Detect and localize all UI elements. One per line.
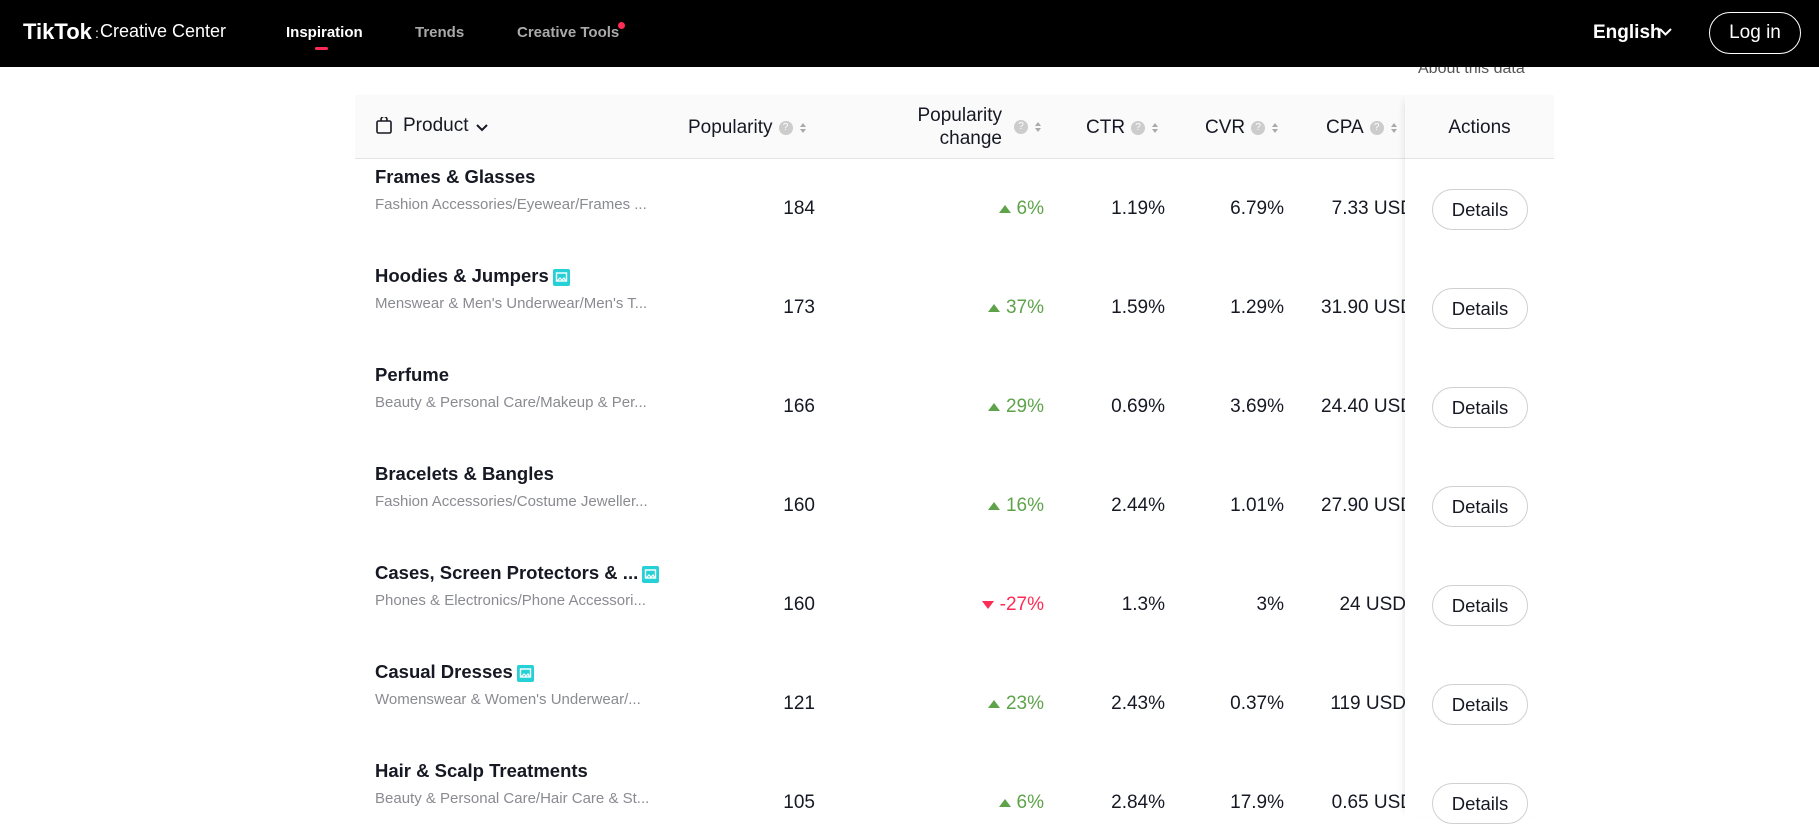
product-category: Womenswear & Women's Underwear/... <box>375 691 641 708</box>
cpa: 24 USD <box>1339 594 1406 615</box>
language[interactable]: English <box>1593 22 1662 43</box>
col-popularity-change[interactable]: Popularity change <box>917 105 1003 149</box>
details-button[interactable]: Details <box>1432 783 1528 824</box>
details-button[interactable]: Details <box>1432 288 1528 329</box>
nav-trends[interactable]: Trends <box>415 24 465 41</box>
details-button[interactable]: Details <box>1432 585 1528 626</box>
popularity: 105 <box>783 792 815 813</box>
ctr: 1.19% <box>1111 198 1165 219</box>
cvr: 3% <box>1256 594 1284 615</box>
popularity: 121 <box>783 693 815 714</box>
ctr: 2.44% <box>1111 495 1165 516</box>
popularity: 160 <box>783 495 815 516</box>
ctr: 0.69% <box>1111 396 1165 417</box>
col-ctr[interactable]: CTR? <box>1086 117 1159 139</box>
popularity: 184 <box>783 198 815 219</box>
ctr: 1.59% <box>1111 297 1165 318</box>
product-name[interactable]: Frames & Glasses <box>375 166 536 187</box>
ctr: 2.84% <box>1111 792 1165 813</box>
col-popularity[interactable]: Popularity? <box>688 117 807 139</box>
logo-sub[interactable]: Creative Center <box>100 21 227 41</box>
popularity-change: 29% <box>915 396 1044 418</box>
popularity-change: 23% <box>915 693 1044 715</box>
col-actions: Actions <box>1448 117 1511 138</box>
cvr: 0.37% <box>1230 693 1284 714</box>
details-button[interactable]: Details <box>1432 486 1528 527</box>
product-icon <box>376 115 392 139</box>
table-body: Frames & Glasses Fashion Accessories/Eyew… <box>355 159 1554 817</box>
cvr: 6.79% <box>1230 198 1284 219</box>
notify-dot <box>618 22 625 29</box>
product-category: Beauty & Personal Care/Makeup & Per... <box>375 394 647 411</box>
table-header <box>355 95 1554 159</box>
cpa: 31.90 USD <box>1321 297 1414 318</box>
popularity-change: 6% <box>915 198 1044 220</box>
col-cpa[interactable]: CPA? <box>1326 117 1398 139</box>
product-category: Fashion Accessories/Costume Jeweller... <box>375 493 648 510</box>
popularity: 160 <box>783 594 815 615</box>
product-category: Menswear & Men's Underwear/Men's T... <box>375 295 648 312</box>
help-icon: ? <box>1008 118 1042 136</box>
cpa: 7.33 USD <box>1331 198 1414 219</box>
cpa: 24.40 USD <box>1321 396 1414 417</box>
popularity: 166 <box>783 396 815 417</box>
cpa: 119 USD <box>1330 693 1406 714</box>
nav-creative-tools[interactable]: Creative Tools <box>517 24 620 41</box>
ctr: 1.3% <box>1121 594 1165 615</box>
cpa: 0.65 USD <box>1331 792 1414 813</box>
popularity-change: 6% <box>915 792 1044 814</box>
logo[interactable]: TikTok <box>23 19 92 44</box>
col-product[interactable]: Product <box>403 115 469 136</box>
popularity-change: 37% <box>915 297 1044 319</box>
col-cvr[interactable]: CVR? <box>1205 117 1279 139</box>
product-name[interactable]: Cases, Screen Protectors & ... <box>375 562 660 584</box>
cpa: 27.90 USD <box>1321 495 1414 516</box>
product-category: Fashion Accessories/Eyewear/Frames ... <box>375 196 647 213</box>
cvr: 3.69% <box>1230 396 1284 417</box>
cvr: 17.9% <box>1230 792 1284 813</box>
product-name[interactable]: Hair & Scalp Treatments <box>375 760 588 781</box>
logo-divider: : <box>95 25 99 41</box>
login-button[interactable]: Log in <box>1709 12 1801 54</box>
details-button[interactable]: Details <box>1432 684 1528 725</box>
product-caret <box>476 120 488 138</box>
details-button[interactable]: Details <box>1432 387 1528 428</box>
nav-indicator <box>315 47 328 50</box>
details-button[interactable]: Details <box>1432 189 1528 230</box>
product-category: Phones & Electronics/Phone Accessori... <box>375 592 646 609</box>
popularity-change: -27% <box>915 594 1044 616</box>
product-name[interactable]: Casual Dresses <box>375 661 534 683</box>
top-bar: TikTok : Creative Center Inspiration Tre… <box>0 0 1819 67</box>
product-name[interactable]: Bracelets & Bangles <box>375 463 554 484</box>
language-caret <box>1659 28 1672 36</box>
cvr: 1.01% <box>1230 495 1284 516</box>
popularity: 173 <box>783 297 815 318</box>
popularity-change: 16% <box>915 495 1044 517</box>
product-category: Beauty & Personal Care/Hair Care & St... <box>375 790 650 807</box>
product-name[interactable]: Perfume <box>375 364 450 385</box>
product-name[interactable]: Hoodies & Jumpers <box>375 265 570 287</box>
cvr: 1.29% <box>1230 297 1284 318</box>
ctr: 2.43% <box>1111 693 1165 714</box>
nav-inspiration[interactable]: Inspiration <box>286 24 363 41</box>
